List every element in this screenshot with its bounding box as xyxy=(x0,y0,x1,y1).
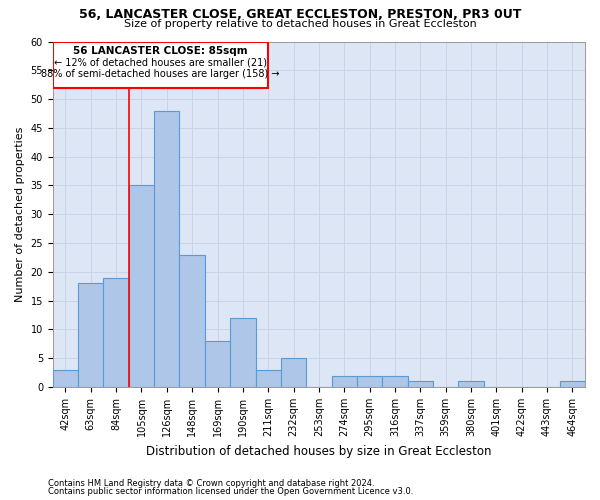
Bar xyxy=(103,278,129,387)
Bar xyxy=(281,358,306,387)
Bar xyxy=(154,110,179,387)
Bar xyxy=(256,370,281,387)
X-axis label: Distribution of detached houses by size in Great Eccleston: Distribution of detached houses by size … xyxy=(146,444,491,458)
Text: 56 LANCASTER CLOSE: 85sqm: 56 LANCASTER CLOSE: 85sqm xyxy=(73,46,248,56)
Bar xyxy=(230,318,256,387)
Bar xyxy=(407,382,433,387)
Bar xyxy=(53,370,78,387)
Bar xyxy=(205,341,230,387)
Text: Size of property relative to detached houses in Great Eccleston: Size of property relative to detached ho… xyxy=(124,19,476,29)
Bar xyxy=(357,376,382,387)
Bar xyxy=(458,382,484,387)
Text: Contains HM Land Registry data © Crown copyright and database right 2024.: Contains HM Land Registry data © Crown c… xyxy=(48,478,374,488)
Text: 56, LANCASTER CLOSE, GREAT ECCLESTON, PRESTON, PR3 0UT: 56, LANCASTER CLOSE, GREAT ECCLESTON, PR… xyxy=(79,8,521,20)
Text: Contains public sector information licensed under the Open Government Licence v3: Contains public sector information licen… xyxy=(48,487,413,496)
Bar xyxy=(179,254,205,387)
Bar xyxy=(332,376,357,387)
Text: 88% of semi-detached houses are larger (158) →: 88% of semi-detached houses are larger (… xyxy=(41,69,280,79)
Bar xyxy=(129,186,154,387)
Bar xyxy=(382,376,407,387)
Y-axis label: Number of detached properties: Number of detached properties xyxy=(15,126,25,302)
Bar xyxy=(78,284,103,387)
Bar xyxy=(53,42,268,88)
Bar xyxy=(560,382,585,387)
Text: ← 12% of detached houses are smaller (21): ← 12% of detached houses are smaller (21… xyxy=(54,58,267,68)
